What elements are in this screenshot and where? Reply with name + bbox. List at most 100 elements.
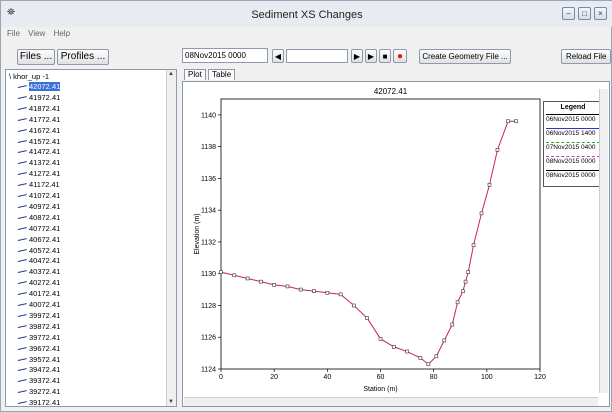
tree-branch-icon: \ bbox=[9, 72, 14, 81]
tree-item[interactable]: 41572.41 bbox=[18, 137, 60, 146]
tree-item-label: 40272.41 bbox=[29, 278, 61, 288]
menu-view[interactable]: View bbox=[28, 29, 46, 38]
tree-item[interactable]: 41972.41 bbox=[18, 93, 60, 102]
data-point bbox=[312, 289, 316, 293]
tree-item[interactable]: 41072.41 bbox=[18, 191, 60, 200]
tree-item[interactable]: 41272.41 bbox=[18, 169, 60, 178]
scroll-down-icon[interactable]: ▼ bbox=[168, 399, 174, 405]
data-point bbox=[272, 283, 276, 287]
tree-item-label: 40872.41 bbox=[29, 212, 61, 222]
y-axis-label: Elevation (m) bbox=[194, 213, 201, 254]
tree-item[interactable]: 39672.41 bbox=[18, 344, 60, 353]
tree-item[interactable]: 41872.41 bbox=[18, 104, 60, 113]
cross-section-icon bbox=[18, 346, 27, 352]
menu-bar: File View Help bbox=[1, 27, 612, 41]
tree-item[interactable]: 41172.41 bbox=[18, 180, 60, 189]
data-point bbox=[298, 287, 303, 292]
data-point bbox=[365, 316, 370, 320]
menu-file[interactable]: File bbox=[7, 29, 20, 38]
data-point bbox=[506, 119, 510, 124]
tree-item-label: 39572.41 bbox=[29, 354, 61, 364]
plot-vertical-scrollbar[interactable] bbox=[599, 89, 608, 393]
tree-item[interactable]: 41472.41 bbox=[18, 147, 60, 156]
create-geometry-button[interactable]: Create Geometry File ... bbox=[419, 49, 511, 64]
tab-table[interactable]: Table bbox=[208, 69, 236, 80]
tree-item[interactable]: 39472.41 bbox=[18, 365, 60, 374]
tree-item-label: 41472.41 bbox=[29, 147, 61, 157]
cross-section-icon bbox=[18, 193, 27, 199]
tree-item[interactable]: 40872.41 bbox=[18, 213, 60, 222]
x-tick-label: 0 bbox=[219, 374, 223, 381]
tree-item[interactable]: 41772.41 bbox=[18, 115, 60, 124]
x-tick-label: 80 bbox=[430, 374, 438, 381]
tree-item[interactable]: 40672.41 bbox=[18, 235, 60, 244]
cross-section-icon bbox=[18, 95, 27, 101]
window-title: Sediment XS Changes bbox=[251, 9, 363, 21]
tree-item[interactable]: 39272.41 bbox=[18, 387, 60, 396]
files-button[interactable]: Files ... bbox=[17, 49, 55, 65]
tree-item-label: 40572.41 bbox=[29, 245, 61, 255]
cross-section-icon bbox=[18, 400, 27, 406]
cross-section-icon bbox=[18, 378, 27, 384]
tree-item[interactable]: 39972.41 bbox=[18, 311, 60, 320]
legend-entry: 08Nov2015 0000 bbox=[546, 172, 596, 179]
plot-panel: 0 20 40 60 80 100 120 1124 1126 1128 1130 1132 1134 1… bbox=[182, 81, 610, 407]
tree-item[interactable]: 39772.41 bbox=[18, 333, 60, 342]
tree-item-label: 39672.41 bbox=[29, 343, 61, 353]
close-icon[interactable]: × bbox=[594, 7, 607, 20]
tree-item[interactable]: 40172.41 bbox=[18, 289, 60, 298]
cross-section-icon bbox=[18, 367, 27, 373]
scroll-up-icon[interactable]: ▲ bbox=[168, 71, 174, 77]
tree-item[interactable]: 42072.41 bbox=[18, 82, 61, 91]
record-icon[interactable]: ● bbox=[393, 49, 407, 63]
y-tick-label: 1140 bbox=[201, 112, 216, 119]
tree-item[interactable]: 40572.41 bbox=[18, 246, 60, 255]
data-point bbox=[338, 292, 343, 297]
data-point bbox=[479, 211, 484, 216]
tree-item[interactable]: 40372.41 bbox=[18, 267, 60, 276]
tree-item[interactable]: 41372.41 bbox=[18, 158, 60, 167]
tree-item[interactable]: 40472.41 bbox=[18, 256, 60, 265]
maximize-icon[interactable]: □ bbox=[578, 7, 591, 20]
time-slider[interactable] bbox=[286, 49, 348, 63]
step-back-icon[interactable]: ◀ bbox=[272, 49, 284, 63]
tree-item-label: 42072.41 bbox=[29, 82, 61, 91]
cross-section-icon bbox=[18, 280, 27, 286]
tab-plot[interactable]: Plot bbox=[184, 69, 206, 80]
profiles-button[interactable]: Profiles ... bbox=[57, 49, 109, 65]
cross-section-icon bbox=[18, 335, 27, 341]
data-point bbox=[450, 322, 455, 327]
tree-item[interactable]: 41672.41 bbox=[18, 126, 60, 135]
tree-item-label: 39172.41 bbox=[29, 398, 61, 407]
tree-item[interactable]: 40272.41 bbox=[18, 278, 60, 287]
legend-entry: 08Nov2015 0000 bbox=[546, 158, 596, 165]
tree-item[interactable]: 39872.41 bbox=[18, 322, 60, 331]
time-field[interactable]: 08Nov2015 0000 bbox=[182, 48, 268, 63]
stop-icon[interactable]: ■ bbox=[379, 49, 391, 63]
tree-item[interactable]: 40072.41 bbox=[18, 300, 60, 309]
plot-horizontal-scrollbar[interactable] bbox=[184, 397, 598, 406]
view-tabs: Plot Table bbox=[184, 69, 236, 81]
tree-item[interactable]: 40772.41 bbox=[18, 224, 60, 233]
data-point bbox=[405, 349, 409, 354]
reload-file-button[interactable]: Reload File bbox=[561, 49, 611, 64]
cross-section-icon bbox=[18, 106, 27, 112]
tree-root[interactable]: \ khor_up -1 bbox=[9, 72, 49, 81]
tree-item[interactable]: 39172.41 bbox=[18, 398, 61, 407]
menu-help[interactable]: Help bbox=[53, 29, 71, 38]
step-forward-icon[interactable]: ▶ bbox=[351, 49, 363, 63]
series-line bbox=[220, 120, 517, 365]
tree-scrollbar[interactable]: ▲ ▼ bbox=[166, 70, 176, 406]
minimize-icon[interactable]: – bbox=[562, 7, 575, 20]
tree-item-label: 40772.41 bbox=[29, 223, 61, 233]
tree-item-label: 39972.41 bbox=[29, 310, 61, 320]
x-tick-label: 40 bbox=[323, 374, 331, 381]
tree-item-label: 40472.41 bbox=[29, 256, 61, 266]
play-icon[interactable]: ▶ bbox=[365, 49, 377, 63]
tree-item[interactable]: 39372.41 bbox=[18, 376, 60, 385]
tree-item[interactable]: 39572.41 bbox=[18, 355, 60, 364]
data-point bbox=[495, 148, 500, 152]
cross-section-icon bbox=[18, 128, 27, 134]
tree-item[interactable]: 40972.41 bbox=[18, 202, 60, 211]
